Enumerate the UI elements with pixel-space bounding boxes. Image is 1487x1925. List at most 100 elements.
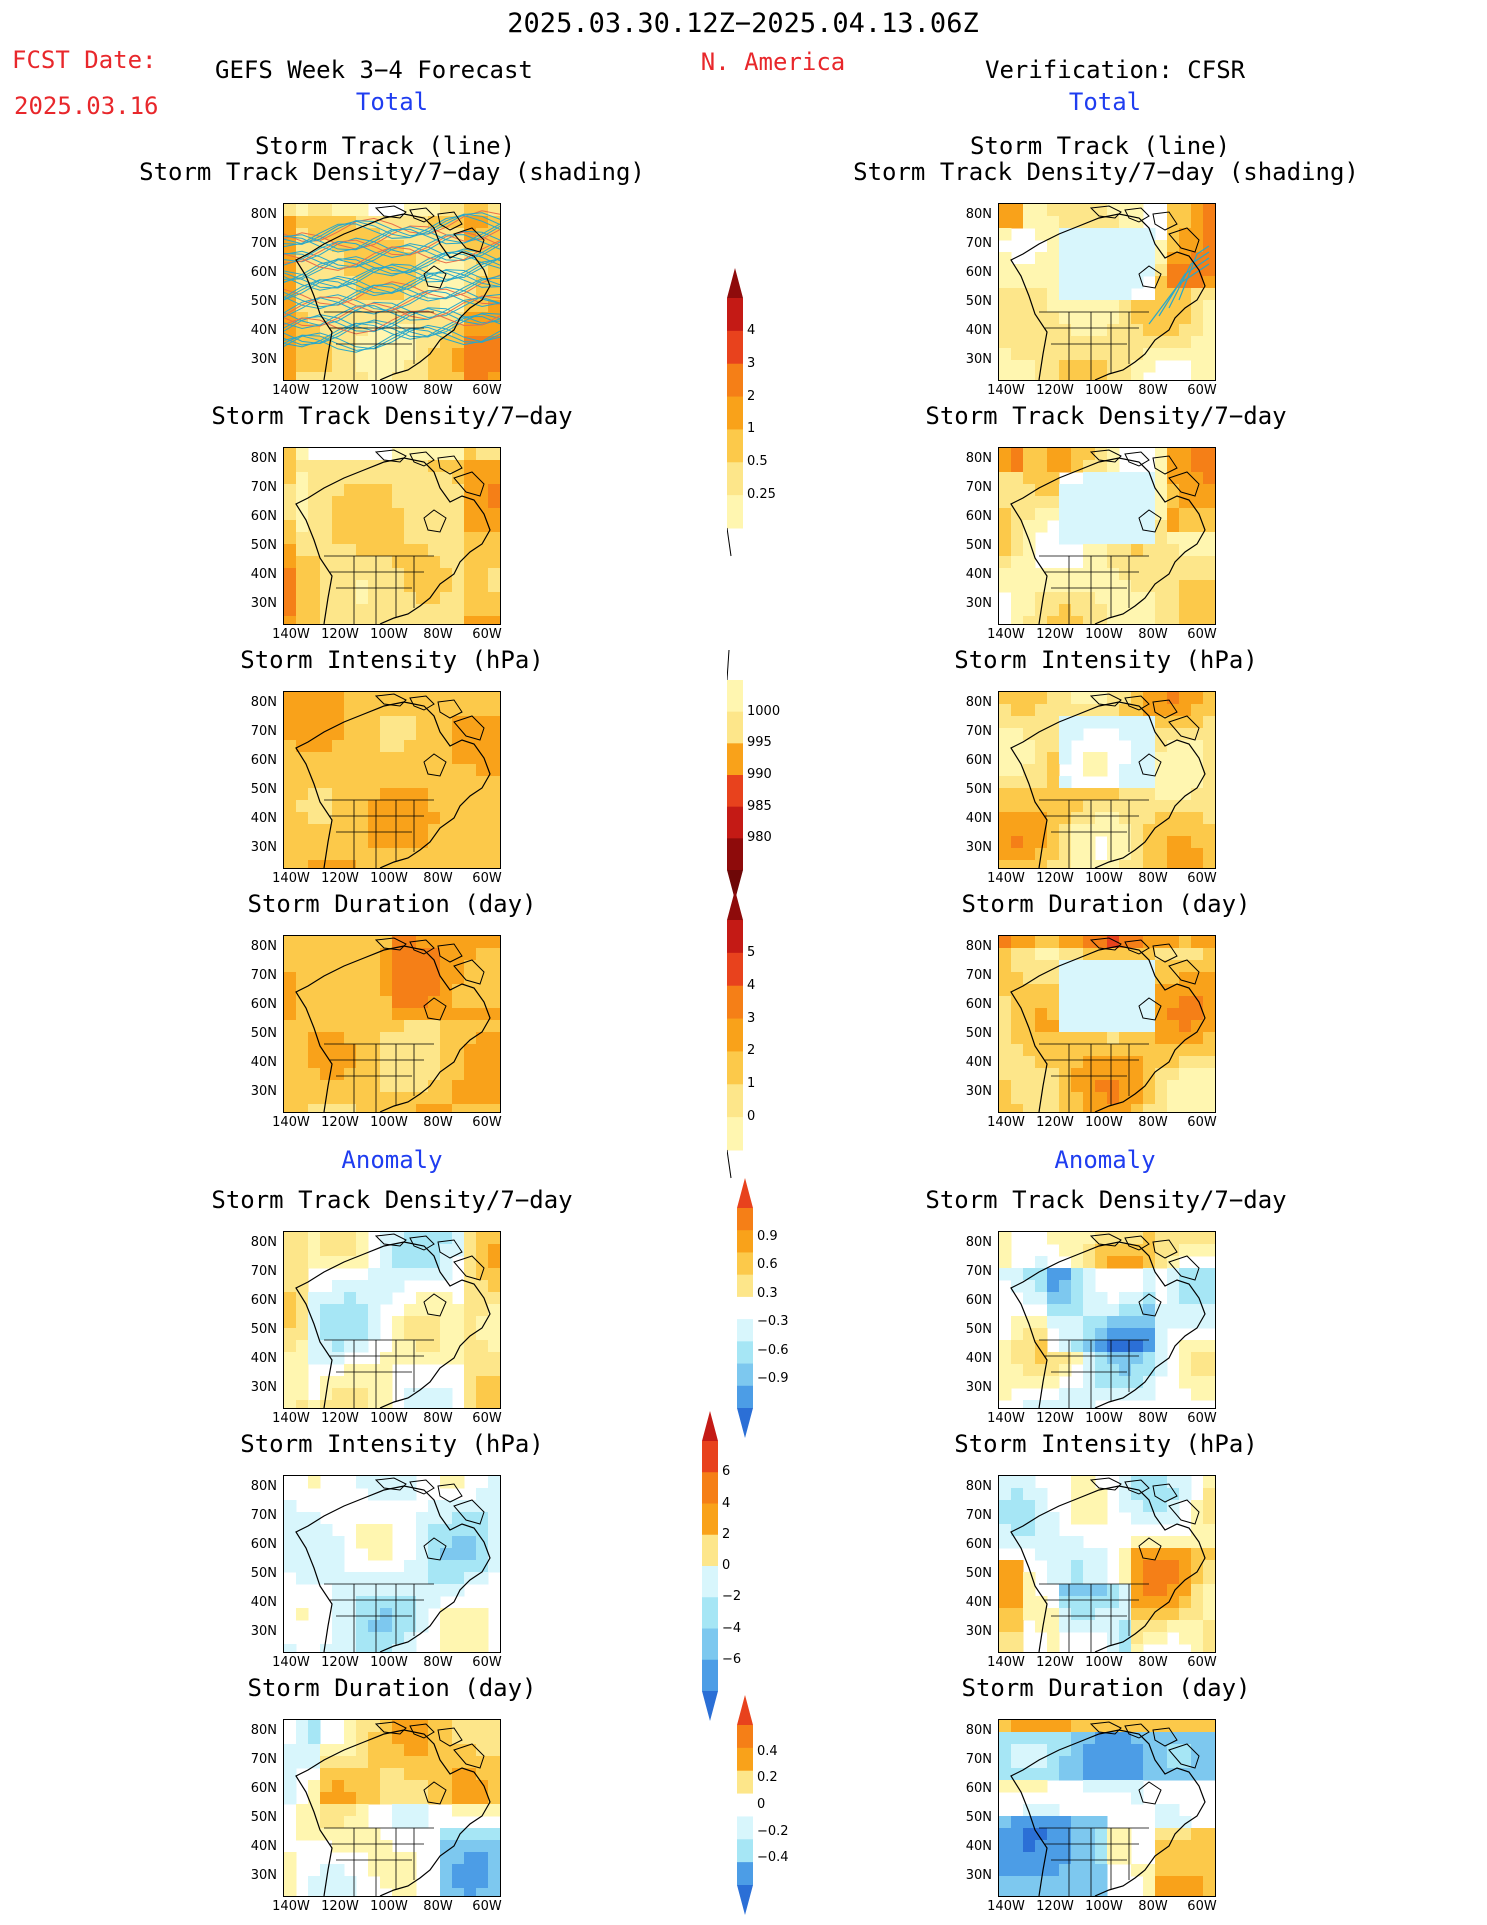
shade-cell [1191,1560,1204,1573]
shade-cell [284,752,297,765]
shade-cell [1011,556,1024,569]
shade-cell [1035,800,1048,813]
shade-cell [1023,996,1036,1009]
shade-cell [1203,520,1215,533]
shade-cell [999,508,1012,521]
shade-cell [1095,1092,1108,1105]
coastline [295,945,491,1112]
lon-label: 60W [1187,871,1217,886]
shade-cell [356,264,369,277]
lat-label: 30N [965,1084,992,1099]
shade-cell [1011,336,1024,349]
colorbar-arrow-top [727,650,730,681]
shade-cell [1011,1888,1024,1896]
shade-cell [1059,1720,1072,1733]
shade-cell [1071,1816,1084,1829]
shade-cell [1131,1644,1144,1652]
shade-cell [1071,1476,1084,1489]
colorbar-label: 5 [747,944,756,960]
lat-label: 80N [965,1479,992,1494]
shade-cell [1035,948,1048,961]
storm-track-line [284,315,500,348]
shade-cell [476,1840,489,1853]
shade-cell [440,472,453,485]
shade-cell [1191,1044,1204,1057]
island-outline [1124,1723,1150,1739]
island-outline [453,1255,485,1281]
shade-cell [1071,972,1084,985]
shade-cell [464,984,477,997]
shade-cell [404,484,417,497]
shade-cell [380,1256,393,1269]
shade-cell [1107,860,1120,868]
shade-cell [1119,484,1132,497]
shade-cell [1083,1352,1096,1365]
shade-cell [392,1572,405,1585]
shade-cell [308,216,321,229]
shade-cell [404,1032,417,1045]
shade-cell [464,448,477,461]
shade-cell [1119,716,1132,729]
colorbar-segment [727,838,743,871]
shade-cell [1155,1888,1168,1896]
shade-cell [999,472,1012,485]
shade-cell [428,1596,441,1609]
shade-cell [1119,372,1132,380]
shade-cell [999,764,1012,777]
shade-cell [344,556,357,569]
shade-cell [1167,848,1180,861]
storm-track-line [284,274,500,306]
shade-cell [1191,1608,1204,1621]
shade-cell [476,1328,489,1341]
shade-cell [1035,484,1048,497]
shade-cell [1011,616,1024,624]
shade-cell [999,1584,1012,1597]
shade-cell [1179,1008,1192,1021]
shade-cell [1179,1352,1192,1365]
shade-cell [1035,276,1048,289]
shade-cell [308,568,321,581]
shade-cell [488,264,500,277]
shade-cell [476,984,489,997]
shade-cell [1167,1008,1180,1021]
shade-cell [1083,592,1096,605]
shade-cell [1155,800,1168,813]
shade-cell [320,1572,333,1585]
shade-cell [1191,204,1204,217]
shade-cell [452,860,465,868]
shade-cell [1155,984,1168,997]
shade-cell [1011,1560,1024,1573]
shade-cell [488,764,500,777]
shade-cell [999,532,1012,545]
shade-cell [1071,1232,1084,1245]
shade-cell [1083,1608,1096,1621]
shade-cell [296,1512,309,1525]
colorbar-arrow-top [737,1178,753,1208]
shade-cell [284,692,297,705]
shade-cell [428,544,441,557]
shade-cell [1143,360,1156,373]
shade-cell [999,1780,1012,1793]
shade-cell [428,496,441,509]
shade-cell [368,1792,381,1805]
shade-cell [368,716,381,729]
shade-cell [428,972,441,985]
shade-cell [296,1032,309,1045]
shade-cell [1083,788,1096,801]
shade-cell [356,984,369,997]
shade-cell [404,788,417,801]
shade-cell [1179,1560,1192,1573]
shade-cell [452,1608,465,1621]
shade-cell [1155,704,1168,717]
shade-cell [1179,1732,1192,1745]
shade-cell [392,568,405,581]
shade-cell [380,496,393,509]
shade-cell [284,520,297,533]
lat-label: 80N [250,451,277,466]
shade-cell [440,496,453,509]
shade-cell [380,1032,393,1045]
shade-cell [1071,1080,1084,1093]
shade-cell [1131,360,1144,373]
title-duration-anom-right: Storm Duration (day) [961,1674,1251,1702]
shade-cell [999,1268,1012,1281]
